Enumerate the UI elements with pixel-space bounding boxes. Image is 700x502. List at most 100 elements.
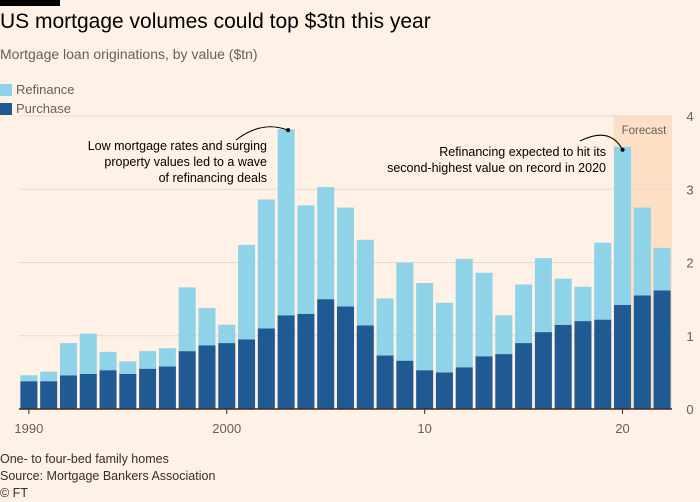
bar-refinance-1991	[40, 371, 58, 382]
bar-purchase-2022	[653, 290, 671, 409]
bar-purchase-2012	[455, 367, 473, 409]
bar-purchase-1996	[139, 368, 157, 409]
annotation-low-rates-line: of refinancing deals	[159, 171, 267, 185]
bar-purchase-2005	[317, 299, 335, 409]
annotation-refi-record-dot	[620, 147, 625, 152]
bar-refinance-2008	[376, 298, 394, 356]
legend-swatch-refinance	[0, 83, 12, 96]
bar-refinance-1995	[119, 361, 137, 374]
bar-purchase-2017	[554, 324, 572, 409]
bar-purchase-2000	[218, 343, 236, 409]
bar-refinance-2019	[594, 242, 612, 320]
bar-purchase-2004	[297, 313, 315, 409]
x-tick-label: 2000	[212, 421, 241, 436]
bar-purchase-2009	[396, 360, 414, 409]
y-tick-label: 4	[686, 109, 693, 124]
y-tick-label: 0	[686, 402, 693, 417]
chart-plot: Forecast 0 1 2 3 4 1990 2000 10 20 Low mortgage ra…	[14, 109, 693, 436]
annotation-low-rates-connector	[235, 126, 289, 141]
bar-purchase-2010	[416, 370, 434, 409]
bar-refinance-2000	[218, 324, 236, 344]
bar-refinance-2018	[574, 286, 592, 322]
legend-swatch-purchase	[0, 102, 12, 115]
bar-refinance-2015	[515, 284, 533, 344]
bar-refinance-2002	[257, 199, 275, 329]
footnote: One- to four-bed family homes	[0, 452, 169, 466]
bar-refinance-2014	[495, 315, 513, 355]
bar-purchase-2020	[614, 304, 632, 409]
bar-refinance-2013	[475, 272, 493, 357]
bar-refinance-2012	[455, 258, 473, 368]
annotation-refi-record-line: Refinancing expected to hit its	[439, 145, 606, 159]
x-tick-label: 1990	[14, 421, 43, 436]
bar-refinance-2006	[336, 207, 355, 307]
legend-item-refinance: Refinance	[0, 80, 75, 99]
bar-refinance-2022	[653, 247, 671, 291]
ft-credit: © FT	[0, 486, 28, 500]
annotation-refi-record-connector	[579, 134, 623, 150]
bar-purchase-2015	[515, 343, 533, 409]
annotation-low-rates-line: property values led to a wave	[104, 155, 267, 169]
bar-refinance-1992	[59, 343, 77, 376]
bar-refinance-2020	[614, 146, 632, 305]
bar-refinance-1997	[158, 348, 176, 367]
bar-refinance-2007	[356, 239, 374, 326]
legend-label-purchase: Purchase	[16, 101, 71, 116]
bar-refinance-2016	[534, 258, 552, 333]
bar-refinance-1994	[99, 351, 117, 371]
bar-purchase-1997	[158, 366, 176, 409]
bar-purchase-2008	[376, 355, 394, 409]
y-tick-label: 2	[686, 256, 693, 271]
bar-purchase-1993	[79, 373, 97, 409]
bar-refinance-2011	[435, 302, 453, 373]
bar-purchase-2002	[257, 328, 275, 409]
bar-purchase-2016	[534, 332, 552, 409]
y-tick-label: 1	[686, 329, 693, 344]
bar-refinance-2009	[396, 262, 414, 361]
annotation-refi-record-line: second-highest value on record in 2020	[387, 161, 606, 175]
bar-purchase-2001	[238, 339, 256, 409]
y-tick-label: 3	[686, 182, 693, 197]
annotation-low-rates-dot	[286, 128, 291, 133]
bar-refinance-1999	[198, 307, 216, 346]
bar-refinance-1990	[20, 375, 38, 382]
bar-purchase-1991	[40, 381, 58, 409]
bar-purchase-2007	[356, 325, 374, 409]
bar-purchase-2006	[336, 306, 355, 409]
bar-purchase-1994	[99, 370, 117, 409]
bar-purchase-1990	[20, 381, 38, 409]
forecast-label: Forecast	[622, 125, 668, 137]
legend: Refinance Purchase	[0, 80, 75, 118]
legend-item-purchase: Purchase	[0, 99, 75, 118]
bar-refinance-2003	[277, 129, 295, 316]
bar-purchase-1995	[119, 373, 137, 409]
x-tick-label: 20	[615, 421, 629, 436]
bar-purchase-2021	[633, 295, 651, 409]
bar-refinance-1998	[178, 287, 196, 352]
legend-label-refinance: Refinance	[16, 82, 75, 97]
bar-purchase-2018	[574, 321, 592, 409]
bar-purchase-2003	[277, 315, 295, 409]
bar-refinance-2004	[297, 205, 315, 314]
bar-refinance-2021	[633, 207, 651, 296]
bar-refinance-2001	[238, 244, 256, 340]
bar-refinance-2005	[317, 187, 335, 300]
bar-purchase-2013	[475, 356, 493, 409]
x-tick-label: 10	[417, 421, 431, 436]
bar-refinance-1996	[139, 351, 157, 369]
bar-purchase-1992	[59, 375, 77, 409]
footer: One- to four-bed family homes Source: Mo…	[0, 451, 215, 502]
chart-subtitle: Mortgage loan originations, by value ($t…	[0, 46, 258, 62]
bar-purchase-2014	[495, 354, 513, 409]
bar-purchase-2011	[435, 372, 453, 409]
annotation-low-rates-line: Low mortgage rates and surging	[88, 139, 267, 153]
top-rule	[0, 0, 60, 6]
bar-purchase-1998	[178, 351, 196, 409]
bar-refinance-2017	[554, 278, 572, 325]
bar-purchase-2019	[594, 319, 612, 409]
bar-refinance-1993	[79, 333, 97, 374]
bar-purchase-1999	[198, 345, 216, 409]
source-note: Source: Mortgage Bankers Association	[0, 469, 216, 483]
chart-title: US mortgage volumes could top $3tn this …	[0, 10, 431, 33]
bar-refinance-2010	[416, 283, 434, 371]
